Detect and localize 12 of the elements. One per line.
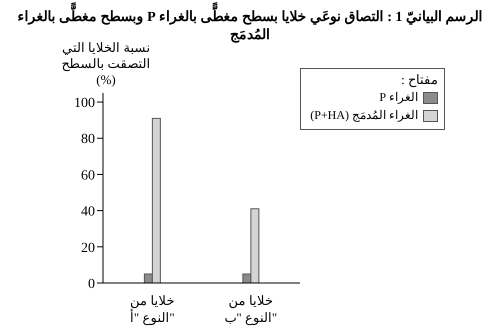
x-tick-label: خلايا من النوع "ب" bbox=[224, 293, 278, 326]
y-tick-label: 0 bbox=[88, 276, 95, 292]
legend-label: الغراء المُدمَج (P+HA) bbox=[310, 108, 418, 123]
y-tick-label: 20 bbox=[81, 240, 95, 256]
y-tick-label: 80 bbox=[81, 132, 95, 148]
legend-title: مفتاح : bbox=[400, 72, 438, 88]
x-tick-label: خلايا من النوع "أ" bbox=[130, 293, 175, 326]
y-tick-label: 100 bbox=[74, 96, 95, 112]
y-axis-title: نسبة الخلايا التي التصقت بالسطح (%) bbox=[60, 40, 152, 88]
y-tick-label: 40 bbox=[81, 204, 95, 220]
legend-label: الغراء P bbox=[379, 90, 418, 105]
y-tick-label: 60 bbox=[81, 168, 95, 184]
